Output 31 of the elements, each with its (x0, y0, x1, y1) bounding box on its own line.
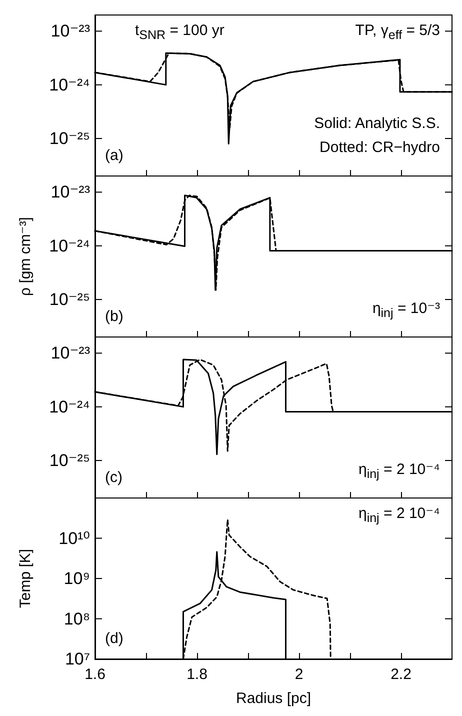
y-tick-label: 10⁸ (64, 609, 90, 628)
annotation: Solid: Analytic S.S. (314, 114, 440, 134)
annotation: Dotted: CR−hydro (320, 138, 440, 158)
annotation: η$_{inj}$ = 2 10⁻⁴ (358, 460, 440, 483)
x-axis-title: Radius [pc] (236, 690, 312, 707)
y-tick-label: 10⁻²⁵ (49, 290, 90, 309)
y-tick-label: 10⁻²⁴ (49, 236, 90, 256)
annotation: (c) (105, 468, 122, 488)
annotation: η$_{inj}$ = 10⁻³ (372, 299, 440, 322)
y-axis-title: Temp [K] (17, 548, 34, 608)
y-tick-label: 10⁻²³ (50, 344, 90, 363)
y-tick-label: 10⁻²⁵ (49, 450, 90, 470)
annotation: TP, γ$_{eff}$ = 5/3 (355, 21, 440, 44)
y-axis-title: ρ [gm cm⁻³] (17, 217, 34, 296)
annotation: η$_{inj}$ = 2 10⁻⁴ (358, 504, 440, 527)
x-tick-label: 1.8 (186, 666, 208, 683)
y-tick-label: 10⁷ (64, 650, 90, 668)
y-tick-label: 10⁹ (64, 569, 90, 588)
annotation: (b) (105, 307, 124, 327)
annotation: (d) (105, 629, 124, 649)
x-tick-label: 2 (294, 666, 304, 683)
annotation: t$_{SNR}$ = 100 yr (135, 21, 224, 44)
y-tick-label: 10⁻²³ (50, 22, 90, 41)
x-tick-label: 2.2 (390, 666, 412, 683)
y-tick-label: 10⁻²⁴ (49, 397, 90, 416)
annotation: (a) (105, 146, 124, 166)
y-tick-label: 10¹⁰ (58, 528, 90, 548)
y-tick-label: 10⁻²³ (50, 182, 90, 202)
y-tick-label: 10⁻²⁴ (49, 75, 90, 94)
y-tick-label: 10⁻²⁵ (49, 128, 90, 148)
x-tick-label: 1.6 (84, 666, 106, 683)
